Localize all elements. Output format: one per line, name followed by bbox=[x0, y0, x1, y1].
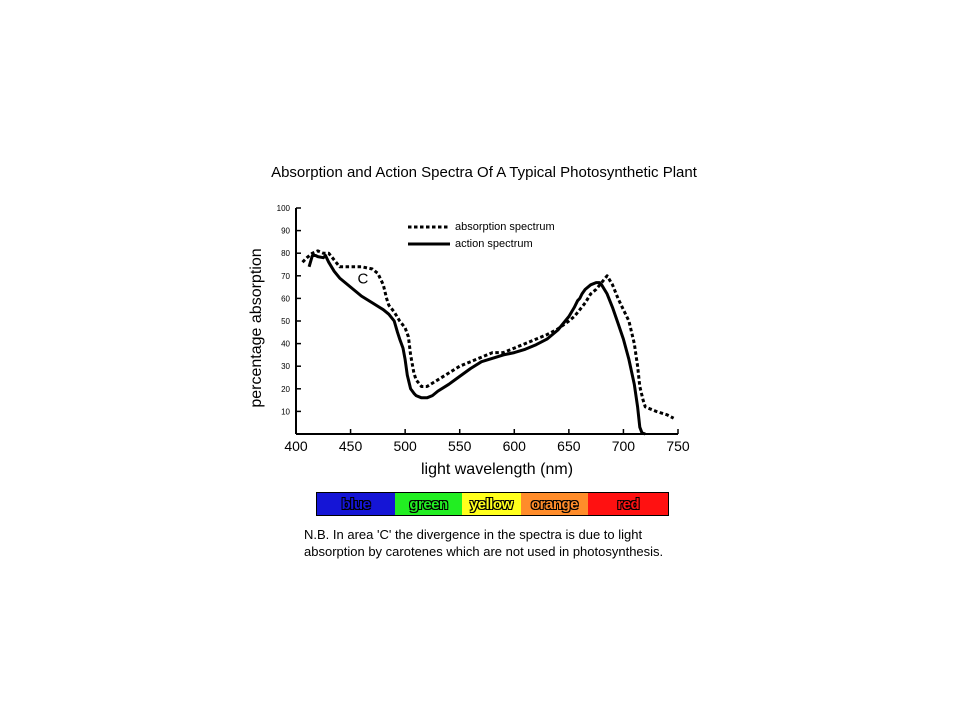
y-tick-label: 80 bbox=[281, 249, 290, 258]
y-tick-label: 30 bbox=[281, 362, 290, 371]
footnote-line-1: N.B. In area 'C' the divergence in the s… bbox=[304, 527, 643, 542]
y-axis-label: percentage absorption bbox=[248, 248, 265, 407]
x-tick-label: 550 bbox=[448, 438, 472, 454]
x-tick-label: 400 bbox=[284, 438, 308, 454]
chart-title: Absorption and Action Spectra Of A Typic… bbox=[271, 164, 697, 181]
series-lines bbox=[301, 249, 675, 436]
band-green: green bbox=[395, 493, 462, 515]
x-tick-label: 650 bbox=[557, 438, 581, 454]
x-tick-label: 600 bbox=[503, 438, 527, 454]
y-ticks: 10 20 30 40 50 60 70 80 90 100 bbox=[277, 204, 301, 416]
footnote: N.B. In area 'C' the divergence in the s… bbox=[304, 526, 724, 560]
y-tick-label: 20 bbox=[281, 385, 290, 394]
y-tick-label: 10 bbox=[281, 407, 290, 416]
x-tick-label: 750 bbox=[666, 438, 690, 454]
y-tick-label: 90 bbox=[281, 227, 290, 236]
y-tick-label: 50 bbox=[281, 317, 290, 326]
footnote-line-2: absorption by carotenes which are not us… bbox=[304, 544, 664, 559]
action-spectrum-line bbox=[307, 254, 646, 436]
x-ticks: 400 450 500 550 600 650 700 750 bbox=[284, 429, 690, 454]
x-tick-label: 450 bbox=[339, 438, 363, 454]
legend: absorption spectrum action spectrum bbox=[408, 221, 555, 250]
annotation-c: C bbox=[357, 270, 368, 287]
y-tick-label: 100 bbox=[277, 204, 291, 213]
absorption-spectrum-line bbox=[301, 249, 675, 420]
legend-action-label: action spectrum bbox=[455, 238, 533, 250]
x-tick-label: 700 bbox=[612, 438, 636, 454]
y-tick-label: 40 bbox=[281, 340, 290, 349]
band-yellow: yellow bbox=[461, 493, 521, 515]
legend-absorption-label: absorption spectrum bbox=[455, 221, 555, 233]
band-blue: blue bbox=[316, 493, 396, 515]
x-axis-label: light wavelength (nm) bbox=[421, 461, 573, 478]
color-spectrum-bar: blue green yellow orange red bbox=[315, 492, 670, 516]
band-orange: orange bbox=[520, 493, 589, 515]
y-tick-label: 60 bbox=[281, 294, 290, 303]
band-red: red bbox=[588, 493, 669, 515]
x-tick-label: 500 bbox=[393, 438, 417, 454]
y-tick-label: 70 bbox=[281, 272, 290, 281]
